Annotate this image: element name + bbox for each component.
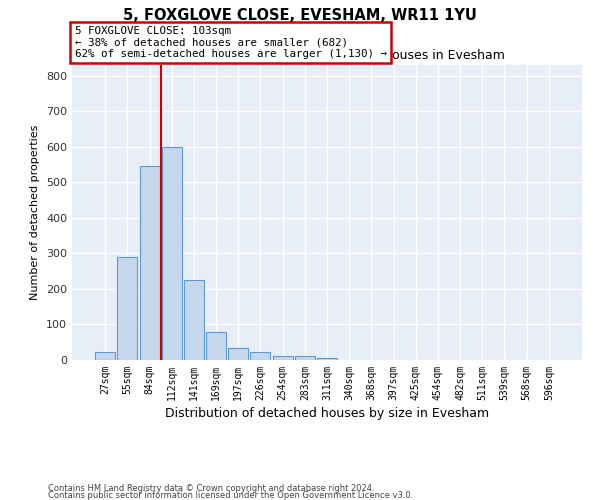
Bar	[250, 352, 271, 360]
Bar	[140, 166, 160, 360]
Bar	[162, 146, 182, 360]
Bar	[317, 358, 337, 360]
Bar	[272, 356, 293, 360]
Bar	[295, 356, 315, 360]
Bar	[118, 257, 137, 360]
Y-axis label: Number of detached properties: Number of detached properties	[31, 125, 40, 300]
Text: 5, FOXGLOVE CLOSE, EVESHAM, WR11 1YU: 5, FOXGLOVE CLOSE, EVESHAM, WR11 1YU	[123, 8, 477, 22]
Bar	[184, 280, 204, 360]
Bar	[228, 348, 248, 360]
Text: 5 FOXGLOVE CLOSE: 103sqm
← 38% of detached houses are smaller (682)
62% of semi-: 5 FOXGLOVE CLOSE: 103sqm ← 38% of detach…	[74, 26, 386, 59]
Text: Contains public sector information licensed under the Open Government Licence v3: Contains public sector information licen…	[48, 490, 413, 500]
Title: Size of property relative to detached houses in Evesham: Size of property relative to detached ho…	[149, 50, 505, 62]
Bar	[206, 332, 226, 360]
X-axis label: Distribution of detached houses by size in Evesham: Distribution of detached houses by size …	[165, 407, 489, 420]
Text: Contains HM Land Registry data © Crown copyright and database right 2024.: Contains HM Land Registry data © Crown c…	[48, 484, 374, 493]
Bar	[95, 352, 115, 360]
